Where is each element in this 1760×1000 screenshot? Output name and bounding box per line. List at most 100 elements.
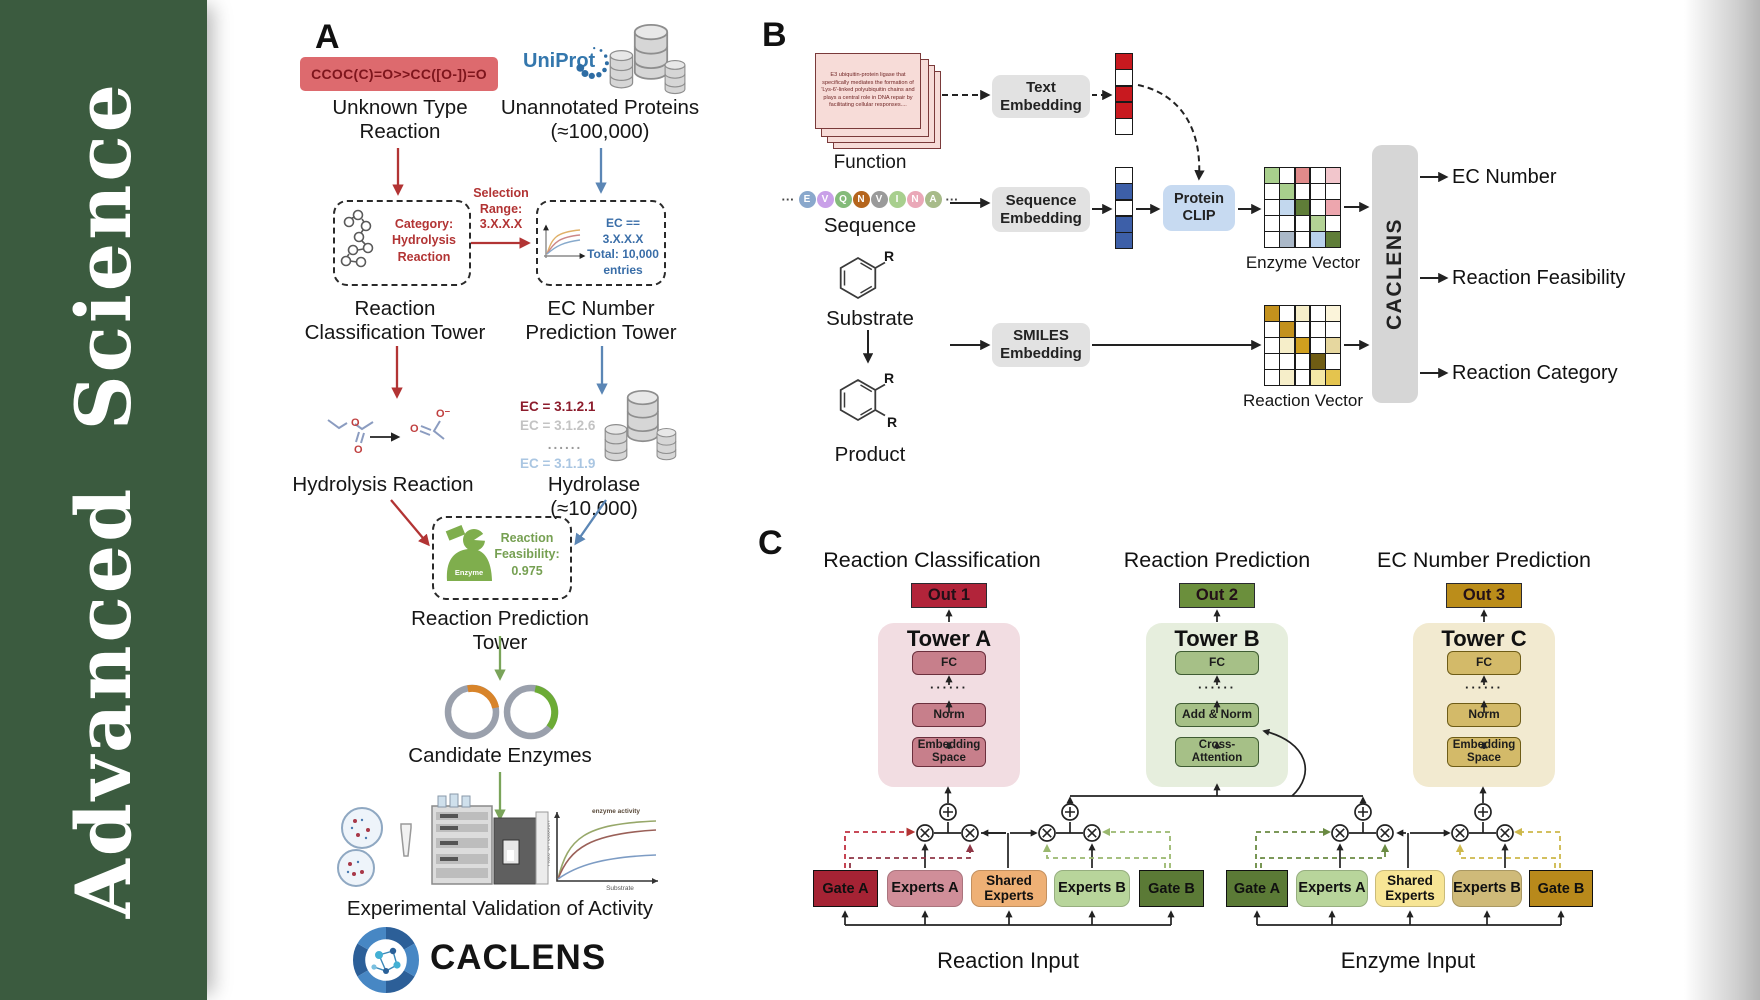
tower-a-dots: ······ [930, 680, 968, 695]
experts-b-enzyme: Experts B [1452, 870, 1522, 907]
tower-b-dots: ······ [1198, 680, 1236, 695]
smiles-reaction-box: CCOC(C)=O>>CC([O-])=O [300, 57, 498, 91]
vector-cell [1310, 216, 1325, 231]
ec-dashed-box [536, 200, 666, 286]
hydrolase-label: Hydrolase (≈10,000) [547, 473, 641, 521]
vector-cell [1295, 216, 1310, 231]
plasmid-icons [444, 684, 559, 740]
petri-dish-icons [337, 807, 412, 887]
vector-cell [1116, 54, 1132, 69]
vector-cell [1326, 168, 1340, 183]
gate-a-reaction: Gate A [813, 870, 878, 907]
journal-banner: Advanced Science [0, 0, 207, 1000]
vector-cell [1116, 119, 1132, 134]
page-edge-shadow [1684, 0, 1760, 1000]
classification-dashed-box [333, 200, 471, 286]
amino-acid-circle: V [816, 190, 834, 208]
vector-cell [1295, 322, 1310, 337]
vector-cell [1280, 184, 1295, 199]
vector-cell [1326, 354, 1340, 369]
vector-cell [1310, 338, 1325, 353]
smiles-embedding-box: SMILES Embedding [992, 323, 1090, 367]
tower-b-cross-attention: Cross-Attention [1175, 737, 1259, 767]
vector-cell [1280, 322, 1295, 337]
atom-label: O [410, 423, 419, 435]
tower-a-title: Tower A [906, 626, 992, 651]
mix-nodes [916, 803, 1514, 842]
vector-cell [1280, 232, 1295, 247]
vector-cell [1116, 102, 1132, 118]
reaction-vector-label: Reaction Vector [1242, 391, 1363, 410]
sequence-label: Sequence [823, 214, 917, 237]
sequence-ellipsis: ··· [781, 191, 795, 207]
unknown-type-label: Unknown Type Reaction [332, 96, 468, 144]
vector-cell [1326, 232, 1340, 247]
shared-experts-enzyme: Shared Experts [1375, 870, 1445, 907]
product-benzene-icon [839, 379, 886, 421]
vector-cell [1310, 168, 1325, 183]
tower-c-norm: Norm [1447, 703, 1521, 727]
ec-item-dots: ...... [547, 436, 583, 452]
vector-cell [1295, 168, 1310, 183]
out-2-box: Out 2 [1179, 583, 1255, 608]
vector-cell [1265, 354, 1279, 369]
substrate-label: Substrate [826, 307, 914, 330]
enzyme-vector-matrix [1264, 167, 1341, 248]
tower-c-title: Tower C [1441, 626, 1527, 651]
vector-cell [1326, 184, 1340, 199]
function-label: Function [833, 152, 907, 173]
prediction-tower-label: Reaction Prediction Tower [411, 607, 589, 655]
tower-c-embedding-space: Embedding Space [1447, 737, 1521, 767]
arrow-textvector-to-clip [1137, 84, 1205, 181]
add-node-icon [939, 803, 1492, 821]
protein-clip-box: Protein CLIP [1163, 185, 1235, 231]
vector-cell [1326, 322, 1340, 337]
experts-a-enzyme: Experts A [1296, 870, 1368, 907]
vector-cell [1280, 354, 1295, 369]
selection-range-text: Selection Range: 3.X.X.X [473, 186, 529, 232]
tower-c-fc: FC [1447, 651, 1521, 675]
gate-b2-dashed-2 [1455, 843, 1556, 868]
vector-cell [1265, 200, 1279, 215]
gate-b1-dashed-2 [1042, 843, 1166, 868]
kinetics-graph-icon [554, 812, 658, 884]
gate-a2-dashed [1255, 827, 1332, 868]
function-card-front: E3 ubiquitin-protein ligase that specifi… [815, 53, 921, 129]
vector-cell [1310, 370, 1325, 385]
text-embedding-box: Text Embedding [992, 75, 1090, 118]
tower-a-embedding-space: Embedding Space [912, 737, 986, 767]
heading-reaction-classification: Reaction Classification [823, 548, 1041, 572]
vector-cell [1116, 86, 1132, 102]
tower-a-fc: FC [912, 651, 986, 675]
caclens-logo-icon [352, 926, 420, 994]
caclens-model-block: CACLENS [1372, 145, 1418, 403]
amino-acid-sequence: ··· E V Q N V I N A ··· [770, 190, 970, 208]
sequence-ellipsis: ··· [945, 191, 959, 207]
graph-x-label: Substrate [606, 885, 634, 892]
arrow-hydrolysis-to-feasibility [390, 499, 430, 547]
vector-cell [1280, 216, 1295, 231]
vector-cell [1326, 370, 1340, 385]
substituent-r-label: R [884, 370, 895, 386]
database-icon [609, 23, 686, 95]
gate-a2-dashed-2 [1260, 843, 1390, 868]
vector-cell [1326, 306, 1340, 321]
text-embedding-vector [1115, 53, 1133, 135]
gate-b1-dashed [1101, 827, 1171, 868]
gate-a1-dashed-2 [849, 843, 975, 868]
journal-title: Advanced Science [59, 81, 148, 919]
sequence-embedding-vector [1115, 167, 1133, 249]
amino-acid-circle: E [798, 190, 816, 208]
experts-b-reaction: Experts B [1054, 870, 1130, 907]
multiply-node-icon [916, 824, 1514, 842]
vector-cell [1326, 200, 1340, 215]
out-1-box: Out 1 [911, 583, 987, 608]
output-reaction-feasibility: Reaction Feasibility [1452, 267, 1626, 289]
vector-cell [1265, 338, 1279, 353]
product-label: Product [834, 443, 906, 466]
vector-cell [1310, 232, 1325, 247]
vector-cell [1295, 200, 1310, 215]
atom-label: O [354, 444, 363, 456]
amino-acid-circle: Q [834, 190, 852, 208]
